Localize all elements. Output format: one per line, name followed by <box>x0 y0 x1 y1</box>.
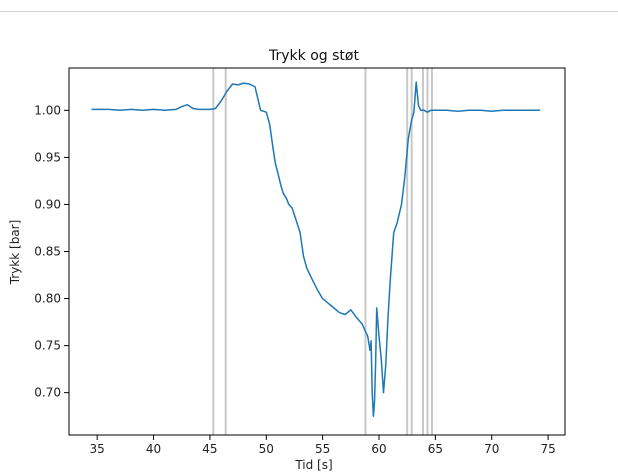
y-axis-ticks: 0.70 0.75 0.80 0.85 0.90 0.95 1.00 <box>34 103 69 400</box>
x-tick-label: 55 <box>315 442 330 456</box>
x-tick-label: 45 <box>202 442 217 456</box>
series-layer <box>91 81 541 417</box>
x-axis-ticks: 35 40 45 50 55 60 65 70 75 <box>90 435 556 456</box>
x-axis-label: Tid [s] <box>294 458 332 472</box>
y-axis-label: Trykk [bar] <box>8 220 22 286</box>
event-markers <box>212 68 433 435</box>
chart-title: Trykk og støt <box>268 48 359 64</box>
x-tick-label: 60 <box>371 442 386 456</box>
x-tick-label: 65 <box>428 442 443 456</box>
x-tick-label: 70 <box>484 442 499 456</box>
pressure-series-line <box>91 81 541 417</box>
y-tick-label: 0.95 <box>34 150 61 164</box>
y-tick-label: 1.00 <box>34 103 61 117</box>
y-tick-label: 0.75 <box>34 339 61 353</box>
x-tick-label: 40 <box>146 442 161 456</box>
y-tick-label: 0.80 <box>34 292 61 306</box>
y-tick-label: 0.85 <box>34 245 61 259</box>
x-tick-label: 35 <box>90 442 105 456</box>
y-tick-label: 0.70 <box>34 386 61 400</box>
y-tick-label: 0.90 <box>34 197 61 211</box>
page-divider <box>0 11 618 12</box>
x-tick-label: 50 <box>259 442 274 456</box>
x-tick-label: 75 <box>540 442 555 456</box>
plot-frame <box>68 67 566 436</box>
